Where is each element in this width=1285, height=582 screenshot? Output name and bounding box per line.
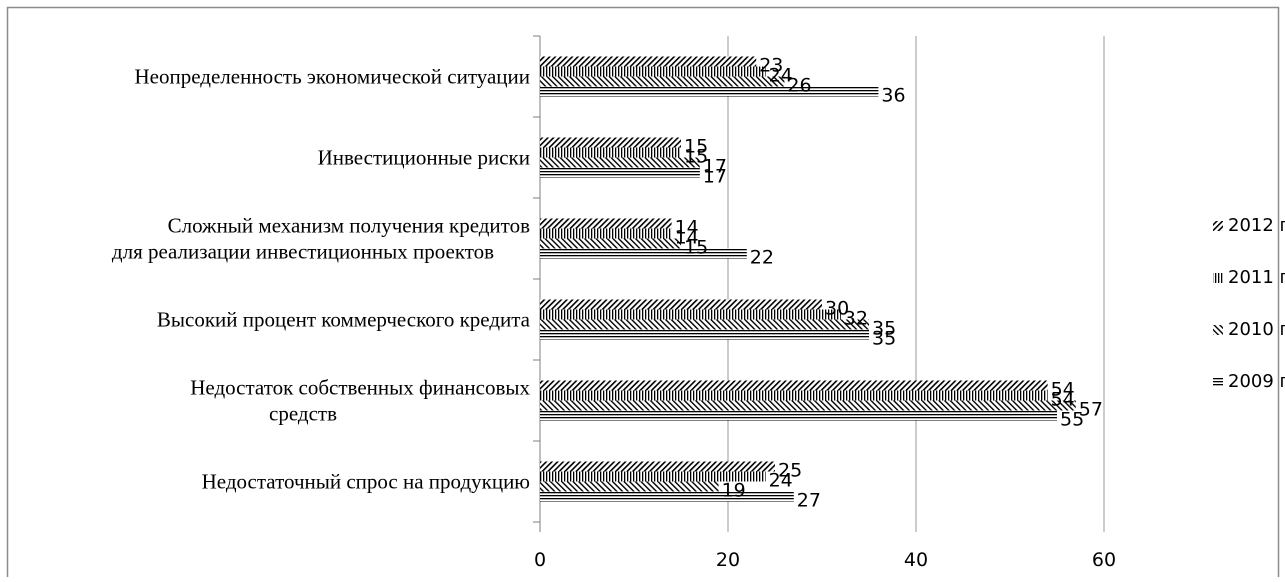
bar-2011-3 xyxy=(540,228,672,239)
data-label: 25 xyxy=(778,460,802,482)
bar-2009-3 xyxy=(540,248,747,259)
category-label: Неопределенность экономической ситуации xyxy=(135,65,530,89)
legend-label: 2009 г. xyxy=(1228,371,1285,392)
bar-2012-1 xyxy=(540,380,1048,391)
data-label: 15 xyxy=(684,136,708,158)
data-label: 30 xyxy=(825,298,849,320)
bar-2010-5 xyxy=(540,76,785,87)
category-label: средств xyxy=(269,402,337,426)
category-label: Недостаточный спрос на продукцию xyxy=(202,470,530,494)
data-label: 35 xyxy=(872,318,896,340)
bar-2009-5 xyxy=(540,86,879,97)
data-label: 14 xyxy=(675,217,699,239)
bar-2011-0 xyxy=(540,471,766,482)
bar-2010-2 xyxy=(540,319,869,330)
data-label: 17 xyxy=(703,156,727,178)
bar-2009-2 xyxy=(540,329,869,340)
data-label: 17 xyxy=(703,166,727,188)
legend-swatch xyxy=(1213,273,1223,283)
bar-2011-4 xyxy=(540,147,681,158)
data-label: 27 xyxy=(797,490,821,512)
bar-2010-3 xyxy=(540,238,681,249)
data-label: 32 xyxy=(844,308,868,330)
data-label: 36 xyxy=(881,85,905,107)
data-label: 35 xyxy=(872,328,896,350)
legend-swatch xyxy=(1213,377,1223,387)
bar-2011-1 xyxy=(540,390,1048,401)
data-label: 23 xyxy=(759,55,783,77)
bar-2009-4 xyxy=(540,167,700,178)
legend-label: 2012 г. xyxy=(1228,215,1285,236)
legend-label: 2011 г. xyxy=(1228,267,1285,288)
data-label: 19 xyxy=(722,480,746,502)
data-label: 24 xyxy=(769,65,793,87)
x-tick-label: 0 xyxy=(534,549,546,571)
data-label: 15 xyxy=(684,237,708,259)
data-label: 55 xyxy=(1060,409,1084,431)
bar-2012-2 xyxy=(540,299,822,310)
x-tick-label: 60 xyxy=(1092,549,1116,571)
bar-2012-5 xyxy=(540,56,757,67)
category-label: Сложный механизм получения кредитов xyxy=(168,214,530,238)
bar-2012-0 xyxy=(540,461,775,472)
data-label: 54 xyxy=(1051,389,1075,411)
chart-frame xyxy=(6,6,1280,582)
bar-2009-1 xyxy=(540,410,1057,421)
bar-2009-0 xyxy=(540,491,794,502)
data-label: 54 xyxy=(1051,379,1075,401)
data-label: 57 xyxy=(1079,399,1103,421)
category-label: для реализации инвестиционных проектов xyxy=(112,240,494,264)
legend-label: 2010 г. xyxy=(1228,319,1285,340)
bar-2011-5 xyxy=(540,66,766,77)
data-label: 22 xyxy=(750,247,774,269)
category-label: Инвестиционные риски xyxy=(318,146,530,170)
bar-2012-3 xyxy=(540,218,672,229)
bars xyxy=(540,56,1076,502)
bar-2010-0 xyxy=(540,481,719,492)
legend-swatch xyxy=(1213,325,1223,335)
data-label: 14 xyxy=(675,227,699,249)
labels: 0 20 40 60 Недостаточный спрос на продукцию 2… xyxy=(112,55,1116,572)
category-label: Высокий процент коммерческого кредита xyxy=(157,308,531,332)
data-label: 15 xyxy=(684,146,708,168)
legend-swatch xyxy=(1213,221,1223,231)
legend: 2012 г. 2011 г. 2010 г. 2009 г. xyxy=(1213,215,1285,392)
x-tick-label: 20 xyxy=(716,549,740,571)
bar-2010-4 xyxy=(540,157,700,168)
bar-2011-2 xyxy=(540,309,841,320)
bar-2012-4 xyxy=(540,137,681,148)
gridlines xyxy=(533,35,1105,532)
bar-2010-1 xyxy=(540,400,1076,411)
data-label: 26 xyxy=(787,75,811,97)
x-tick-label: 40 xyxy=(904,549,928,571)
category-label: Недостаток собственных финансовых xyxy=(190,376,530,400)
data-label: 24 xyxy=(769,470,793,492)
